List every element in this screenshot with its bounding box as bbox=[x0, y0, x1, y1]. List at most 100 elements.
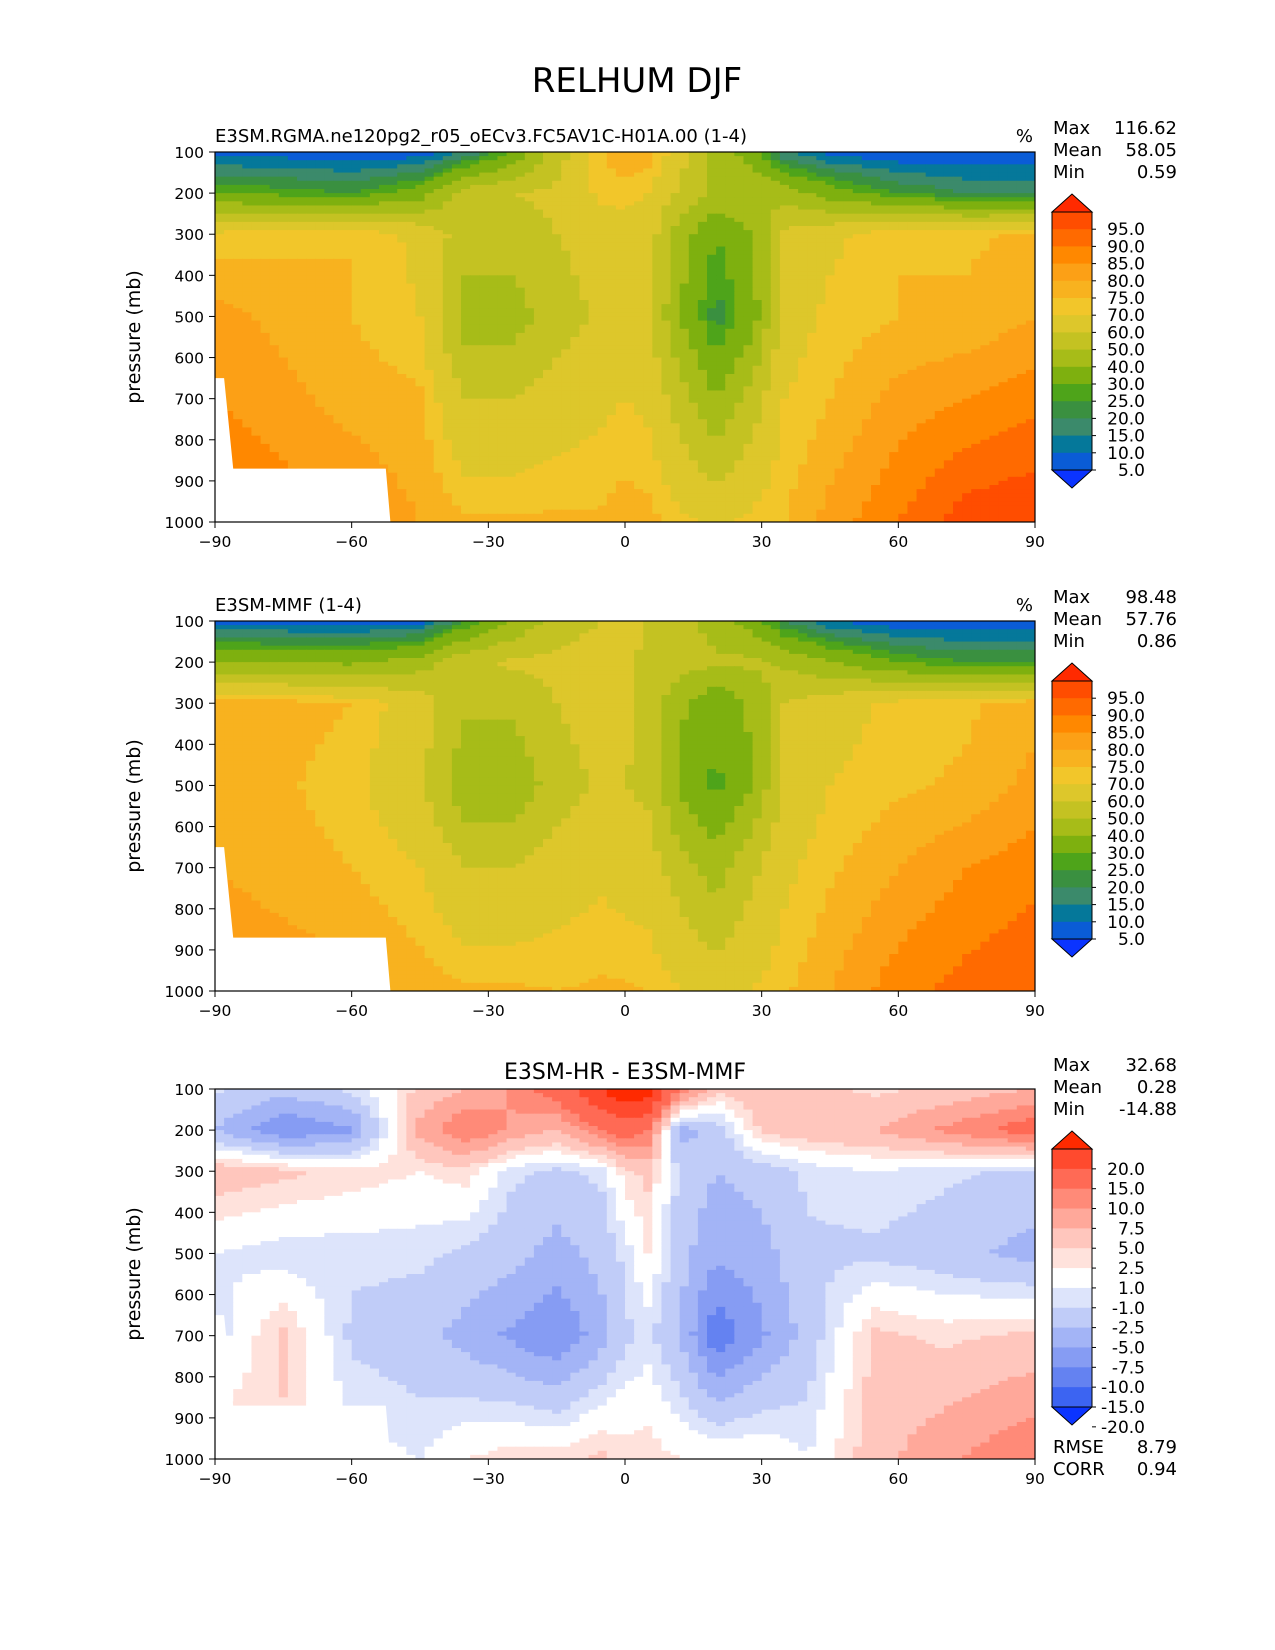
field-cell bbox=[962, 209, 972, 215]
field-cell bbox=[597, 172, 608, 178]
field-cell bbox=[606, 357, 617, 363]
field-cell bbox=[379, 361, 389, 367]
field-cell bbox=[725, 279, 735, 285]
field-cell bbox=[725, 345, 735, 350]
field-cell bbox=[360, 263, 371, 268]
field-cell bbox=[761, 332, 772, 338]
field-cell bbox=[953, 172, 963, 178]
field-cell bbox=[524, 291, 535, 297]
field-cell bbox=[734, 197, 745, 202]
field-cell bbox=[342, 226, 353, 231]
field-cell bbox=[479, 332, 489, 338]
field-cell bbox=[342, 217, 353, 223]
field-cell bbox=[324, 217, 335, 223]
field-cell bbox=[971, 152, 981, 157]
field-cell bbox=[752, 361, 763, 367]
field-cell bbox=[552, 189, 562, 194]
field-cell bbox=[871, 172, 881, 178]
field-cell bbox=[980, 184, 991, 190]
field-cell bbox=[661, 369, 672, 375]
field-cell bbox=[442, 328, 453, 334]
field-cell bbox=[934, 217, 945, 223]
field-cell bbox=[889, 316, 899, 322]
field-cell bbox=[388, 345, 398, 350]
field-cell bbox=[770, 189, 781, 194]
field-cell bbox=[369, 341, 380, 346]
field-cell bbox=[233, 324, 243, 330]
field-cell bbox=[315, 312, 325, 318]
field-cell bbox=[925, 254, 936, 260]
field-cell bbox=[406, 168, 417, 174]
field-cell bbox=[643, 226, 653, 231]
field-cell bbox=[488, 230, 499, 235]
field-cell bbox=[461, 324, 471, 330]
field-cell bbox=[397, 156, 407, 161]
field-cell bbox=[880, 230, 890, 235]
field-cell bbox=[688, 242, 699, 248]
field-cell bbox=[269, 180, 280, 186]
field-cell bbox=[779, 230, 790, 235]
field-cell bbox=[871, 246, 881, 252]
field-cell bbox=[861, 295, 872, 301]
field-cell bbox=[989, 234, 1000, 239]
field-cell bbox=[606, 152, 617, 157]
field-cell bbox=[770, 275, 781, 281]
field-cell bbox=[415, 246, 426, 252]
field-cell bbox=[652, 156, 663, 161]
field-cell bbox=[707, 176, 717, 182]
field-cell bbox=[834, 209, 845, 215]
field-cell bbox=[488, 349, 499, 355]
field-cell bbox=[989, 316, 1000, 322]
field-cell bbox=[789, 250, 799, 256]
field-cell bbox=[998, 271, 1009, 276]
field-cell bbox=[707, 361, 717, 367]
field-cell bbox=[424, 267, 435, 272]
field-cell bbox=[561, 180, 571, 186]
field-cell bbox=[324, 246, 335, 252]
field-cell bbox=[843, 156, 854, 161]
field-cell bbox=[588, 374, 599, 379]
field-cell bbox=[497, 197, 508, 202]
field-cell bbox=[606, 312, 617, 318]
field-cell bbox=[943, 238, 954, 244]
field-cell bbox=[461, 180, 471, 186]
field-cell bbox=[442, 369, 453, 375]
field-cell bbox=[260, 267, 271, 272]
field-cell bbox=[333, 230, 344, 235]
field-cell bbox=[224, 365, 234, 371]
field-cell bbox=[998, 184, 1009, 190]
field-cell bbox=[989, 201, 1000, 207]
field-cell bbox=[943, 226, 954, 231]
field-cell bbox=[625, 189, 635, 194]
field-cell bbox=[561, 209, 571, 215]
field-cell bbox=[224, 267, 234, 272]
field-cell bbox=[461, 209, 471, 215]
field-cell bbox=[816, 361, 827, 367]
field-cell bbox=[688, 180, 699, 186]
field-cell bbox=[907, 271, 918, 276]
field-cell bbox=[415, 189, 426, 194]
field-cell bbox=[433, 279, 444, 285]
field-cell bbox=[634, 246, 644, 252]
field-cell bbox=[424, 271, 435, 276]
field-cell bbox=[898, 213, 909, 219]
field-cell bbox=[834, 246, 845, 252]
field-cell bbox=[770, 349, 781, 355]
field-cell bbox=[770, 271, 781, 276]
field-cell bbox=[825, 234, 836, 239]
field-cell bbox=[561, 246, 571, 252]
field-cell bbox=[980, 279, 991, 285]
field-cell bbox=[215, 320, 225, 326]
field-cell bbox=[324, 234, 335, 239]
field-cell bbox=[251, 300, 262, 305]
field-cell bbox=[798, 254, 808, 260]
field-cell bbox=[215, 279, 225, 285]
field-cell bbox=[297, 320, 307, 326]
field-cell bbox=[479, 205, 489, 211]
field-cell bbox=[770, 168, 781, 174]
field-cell bbox=[798, 213, 808, 219]
field-cell bbox=[397, 221, 407, 227]
field-cell bbox=[552, 263, 562, 268]
field-cell bbox=[470, 184, 480, 190]
field-cell bbox=[488, 176, 499, 182]
